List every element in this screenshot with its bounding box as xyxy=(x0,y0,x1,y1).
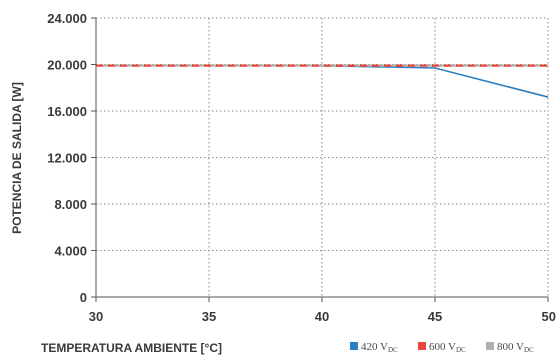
y-tick-label: 12.000 xyxy=(47,151,87,166)
tick-labels: 0 4.000 8.000 12.000 16.000 20.000 24.000 30 35 4… xyxy=(47,11,556,324)
y-tick-label: 8.000 xyxy=(54,197,87,212)
y-tick-label: 20.000 xyxy=(47,58,87,73)
legend-label: 600 VDC xyxy=(429,341,466,354)
legend: 420 VDC 600 VDC 800 VDC xyxy=(350,341,534,354)
x-tick-label: 50 xyxy=(542,309,556,324)
grid xyxy=(96,17,549,297)
y-tick-label: 16.000 xyxy=(47,104,87,119)
series-lines xyxy=(96,64,549,98)
y-axis-label: POTENCIA DE SALIDA [W] xyxy=(10,82,24,234)
legend-swatch xyxy=(418,342,426,350)
x-tick-label: 35 xyxy=(202,309,216,324)
axes xyxy=(91,17,549,302)
legend-label: 800 VDC xyxy=(497,341,534,354)
y-tick-label: 4.000 xyxy=(54,244,87,259)
x-tick-label: 30 xyxy=(89,309,103,324)
legend-swatch xyxy=(486,342,494,350)
y-tick-label: 0 xyxy=(80,290,87,305)
x-axis-label: TEMPERATURA AMBIENTE [°C] xyxy=(41,341,222,355)
y-tick-label: 24.000 xyxy=(47,11,87,26)
legend-label: 420 VDC xyxy=(361,341,398,354)
x-tick-label: 45 xyxy=(428,309,442,324)
legend-swatch xyxy=(350,342,358,350)
x-tick-label: 40 xyxy=(315,309,329,324)
